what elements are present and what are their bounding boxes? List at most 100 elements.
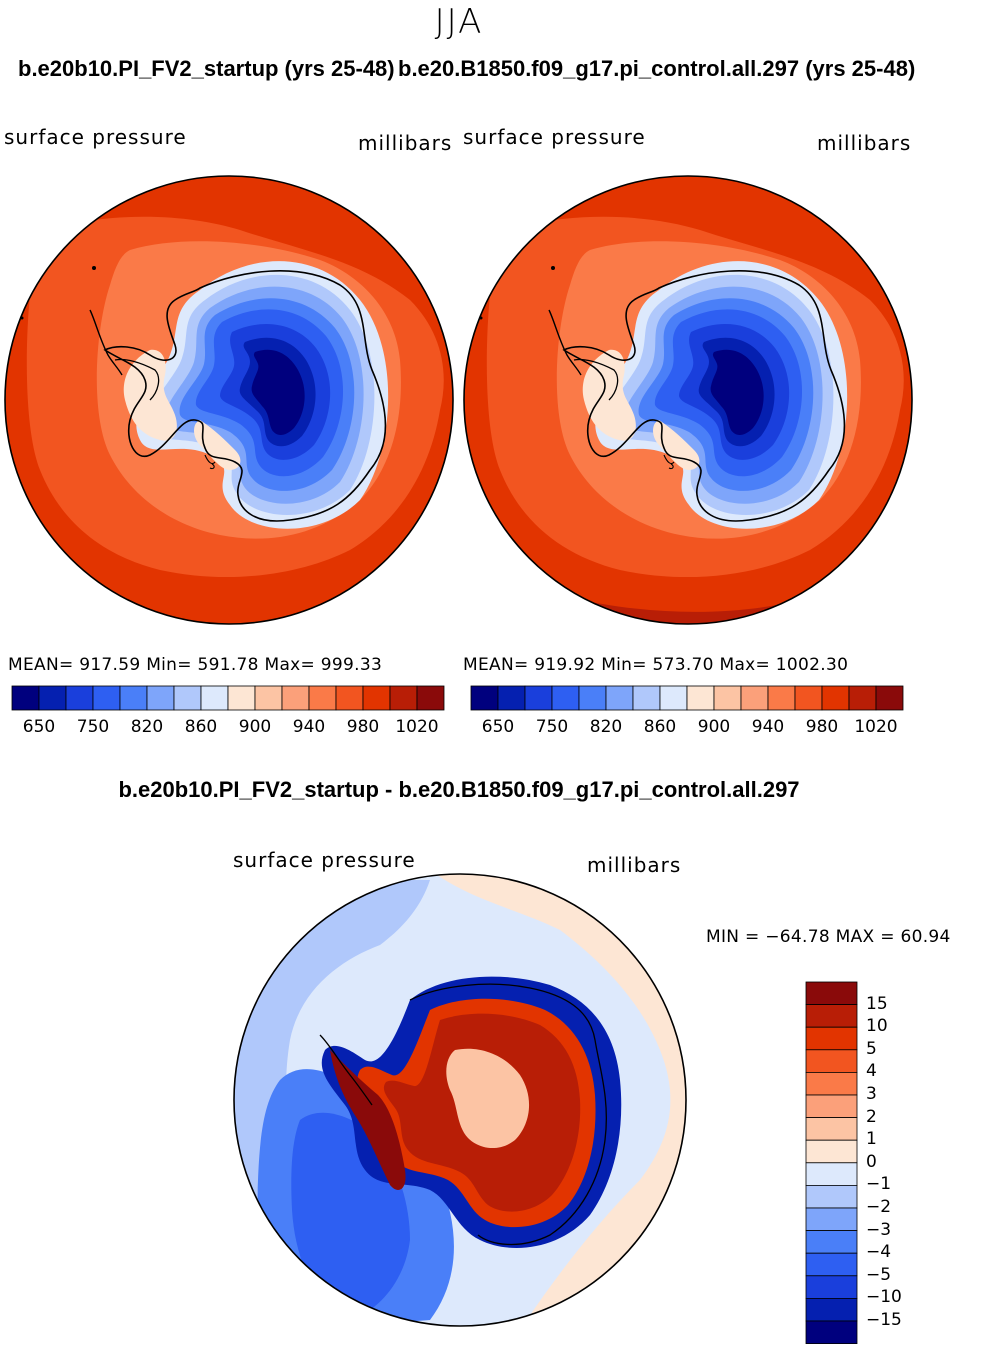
diff-colorbar-swatch xyxy=(805,1252,858,1277)
diff-variable-label: surface pressure xyxy=(233,848,416,872)
panel2-colorbar-swatch xyxy=(713,685,742,711)
panel2-colorbar-swatch xyxy=(767,685,796,711)
panel1-colorbar-swatch xyxy=(200,685,229,711)
panel2-colorbar-swatch xyxy=(659,685,688,711)
panel1-colorbar-swatch xyxy=(362,685,391,711)
panel1-colorbar-swatch xyxy=(38,685,67,711)
panel1-colorbar-swatch xyxy=(335,685,364,711)
panel2-colorbar-swatch xyxy=(740,685,769,711)
panel2-colorbar-swatch xyxy=(848,685,877,711)
panel1-colorbar-tick-label: 820 xyxy=(130,717,164,737)
diff-interior-weak xyxy=(446,1048,530,1149)
panel1-colorbar-swatch xyxy=(146,685,175,711)
panel2-colorbar-swatch xyxy=(821,685,850,711)
panel1-colorbar-tick-label: 1020 xyxy=(395,717,439,737)
panel1-variable-label: surface pressure xyxy=(4,125,187,149)
diff-colorbar-tick-label: −1 xyxy=(866,1174,892,1195)
panel2-colorbar-swatch xyxy=(497,685,526,711)
panel1-colorbar-swatch xyxy=(11,685,40,711)
panel1-colorbar-swatch xyxy=(281,685,310,711)
season-title: JJA xyxy=(434,2,484,42)
diff-colorbar-swatch xyxy=(805,1117,858,1141)
panel1-colorbar-tick-label: 650 xyxy=(22,717,56,737)
panel1-stats: MEAN= 917.59 Min= 591.78 Max= 999.33 xyxy=(8,655,383,675)
panel2-colorbar-swatch xyxy=(470,685,499,711)
panel2-stats: MEAN= 919.92 Min= 573.70 Max= 1002.30 xyxy=(463,655,849,675)
diff-colorbar-swatch xyxy=(805,1207,858,1232)
panel1-colorbar-tick-label: 860 xyxy=(184,717,218,737)
panel1-colorbar-swatch xyxy=(65,685,94,711)
panel1-map xyxy=(5,176,453,624)
diff-positive-ocean xyxy=(430,874,686,1326)
panel2-colorbar-swatch xyxy=(524,685,553,711)
panel1-colorbar-swatch xyxy=(389,685,418,711)
diff-colorbar-tick-label: 10 xyxy=(866,1016,888,1037)
diff-colorbar-swatch xyxy=(805,1072,858,1096)
case1-title: b.e20b10.PI_FV2_startup (yrs 25-48) xyxy=(18,56,395,81)
panel1-map-border xyxy=(4,175,454,625)
panel1-colorbar-swatch xyxy=(254,685,283,711)
panel2-map xyxy=(464,176,912,624)
diff-peninsula-coast xyxy=(319,1034,373,1106)
diff-colorbar-tick-label: 2 xyxy=(866,1106,877,1127)
panel1-colorbar-swatch xyxy=(173,685,202,711)
panel2-colorbar-tick-label: 980 xyxy=(805,717,839,737)
panel1-colorbar-swatch xyxy=(92,685,121,711)
diff-colorbar-tick-label: −10 xyxy=(866,1287,902,1308)
panel1-colorbar-tick-label: 940 xyxy=(292,717,326,737)
panel1-colorbar-tick-label: 900 xyxy=(238,717,272,737)
diff-colorbar-tick-label: 5 xyxy=(866,1038,877,1059)
diff-colorbar-swatch xyxy=(805,1185,858,1209)
panel2-colorbar-swatch xyxy=(686,685,715,711)
diff-colorbar-swatch xyxy=(805,1320,858,1345)
panel2-colorbar-swatch xyxy=(794,685,823,711)
diff-colorbar-tick-label: 3 xyxy=(866,1084,877,1104)
diff-colorbar-tick-label: 0 xyxy=(866,1151,877,1172)
panel1-colorbar-swatch xyxy=(308,685,337,711)
diff-colorbar-tick-label: −2 xyxy=(866,1197,892,1217)
panel1-colorbar-swatch xyxy=(119,685,148,711)
panel2-colorbar-tick-label: 820 xyxy=(589,717,623,737)
diff-colorbar-swatch xyxy=(805,1026,858,1051)
diff-colorbar-swatch xyxy=(805,1275,858,1299)
difference-title: b.e20b10.PI_FV2_startup - b.e20.B1850.f0… xyxy=(118,777,800,802)
panel2-colorbar-swatch xyxy=(551,685,580,711)
panel2-variable-label: surface pressure xyxy=(463,125,646,149)
panel2-map-border xyxy=(463,175,913,625)
panel2-colorbar-tick-label: 900 xyxy=(697,717,731,737)
panel2-colorbar-swatch xyxy=(578,685,607,711)
panel1-colorbar xyxy=(11,685,445,711)
panel1-units-label: millibars xyxy=(358,131,453,155)
diff-colorbar xyxy=(805,981,858,1345)
diff-colorbar-swatch xyxy=(805,1298,858,1322)
diff-colorbar-tick-label: 15 xyxy=(866,993,888,1014)
panel2-colorbar-tick-label: 860 xyxy=(643,717,677,737)
panel2-colorbar-tick-label: 650 xyxy=(481,717,515,737)
diff-colorbar-swatch xyxy=(805,1162,858,1186)
diff-colorbar-tick-label: −3 xyxy=(866,1219,892,1240)
diff-colorbar-swatch xyxy=(805,1139,858,1164)
diff-units-label: millibars xyxy=(587,853,682,877)
diff-colorbar-tick-label: −5 xyxy=(866,1264,892,1285)
diff-colorbar-swatch xyxy=(805,981,858,1006)
panel2-colorbar-swatch xyxy=(605,685,634,711)
panel2-units-label: millibars xyxy=(817,131,912,155)
diff-colorbar-swatch xyxy=(805,1049,858,1073)
diff-map-border xyxy=(233,873,687,1327)
diff-colorbar-tick-label: −4 xyxy=(866,1242,892,1263)
panel2-colorbar xyxy=(470,685,904,711)
diff-colorbar-swatch xyxy=(805,1094,858,1119)
panel1-colorbar-swatch xyxy=(416,685,445,711)
panel2-colorbar-tick-label: 940 xyxy=(751,717,785,737)
panel2-colorbar-swatch xyxy=(875,685,904,711)
panel2-colorbar-tick-label: 750 xyxy=(535,717,569,737)
diff-colorbar-tick-label: −15 xyxy=(866,1310,902,1330)
diff-colorbar-swatch xyxy=(805,1230,858,1254)
case2-title: b.e20.B1850.f09_g17.pi_control.all.297 (… xyxy=(398,56,916,81)
diff-colorbar-tick-label: 1 xyxy=(866,1129,877,1150)
diff-stats: MIN = −64.78 MAX = 60.94 xyxy=(706,927,951,947)
diff-coastline xyxy=(409,983,608,1246)
difference-map xyxy=(234,874,686,1326)
panel1-colorbar-tick-label: 750 xyxy=(76,717,110,737)
panel2-colorbar-swatch xyxy=(632,685,661,711)
